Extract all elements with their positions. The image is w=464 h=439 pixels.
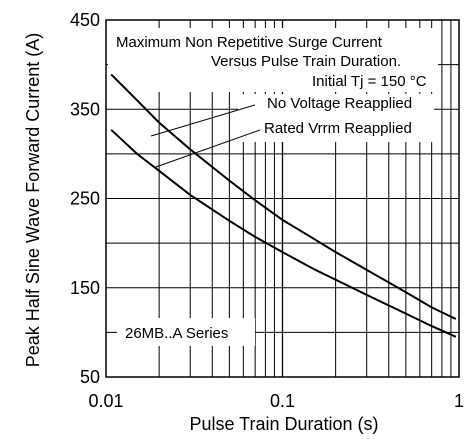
leader-no-voltage (150, 104, 256, 137)
series-label-no-voltage: No Voltage Reapplied (267, 95, 412, 112)
y-tick-label: 50 (80, 367, 100, 387)
y-tick-label: 250 (70, 189, 100, 209)
grid (106, 20, 459, 377)
series-line-1 (110, 73, 457, 320)
x-tick-label: 0.01 (88, 391, 123, 411)
label-background (108, 28, 438, 92)
curves (110, 73, 457, 338)
label-background (238, 94, 434, 142)
x-axis-label: Pulse Train Duration (s) (189, 414, 378, 434)
series-annotation: 26MB..A Series (125, 325, 228, 342)
series-line-2 (110, 129, 457, 338)
title-line-2: Versus Pulse Train Duration. (211, 53, 401, 70)
y-tick-label: 450 (70, 10, 100, 30)
label-background (117, 318, 255, 346)
y-tick-label: 350 (70, 99, 100, 119)
y-tick-label: 150 (70, 278, 100, 298)
leader-rated-vrrm (155, 129, 261, 168)
y-axis-label: Peak Half Sine Wave Forward Current (A) (23, 33, 43, 367)
plot-frame (105, 19, 460, 378)
title-line-1: Maximum Non Repetitive Surge Current (116, 34, 383, 51)
leader-lines (150, 104, 261, 168)
x-tick-label: 1 (454, 391, 464, 411)
x-tick-label: 0.1 (270, 391, 295, 411)
title-line-3: Initial Tj = 150 °C (312, 73, 427, 90)
series-label-rated-vrrm: Rated Vrrm Reapplied (264, 120, 412, 137)
